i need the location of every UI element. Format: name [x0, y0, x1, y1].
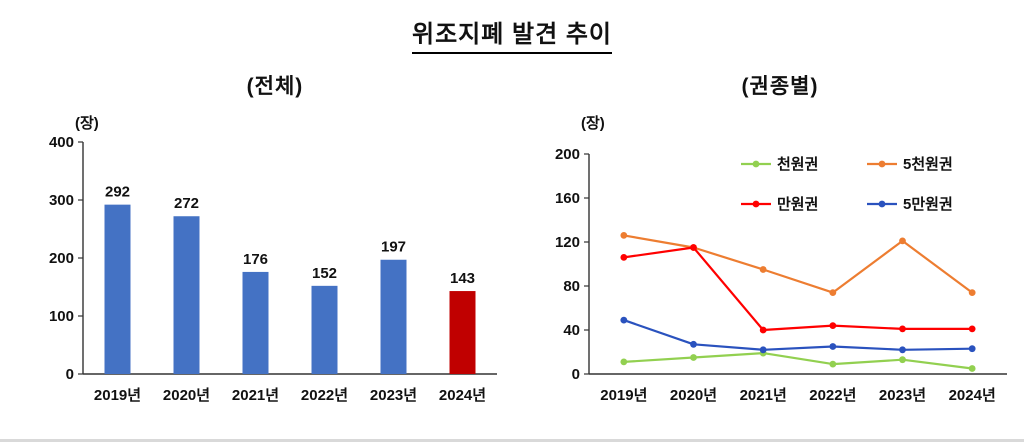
svg-text:200: 200	[49, 250, 74, 267]
svg-text:만원권: 만원권	[777, 195, 818, 213]
denomination-line-chart-container: (장) 0 40 80 120 160 200 2019년 2020년 2021년 2022년 202…	[545, 112, 1020, 430]
svg-text:197: 197	[381, 239, 406, 256]
svg-text:272: 272	[174, 195, 199, 212]
svg-text:143: 143	[450, 270, 475, 287]
total-bar-chart-container: (장) 0 100 200 300 400 292 2019년 272 2020년 176 2021년…	[35, 112, 515, 430]
svg-text:2021년: 2021년	[232, 387, 279, 404]
svg-text:152: 152	[312, 265, 337, 282]
svg-text:천원권: 천원권	[777, 155, 818, 173]
svg-text:2019년: 2019년	[600, 387, 647, 404]
line-chart-title: (권종별)	[741, 75, 819, 98]
svg-text:2020년: 2020년	[163, 387, 210, 404]
svg-text:2023년: 2023년	[370, 387, 417, 404]
total-bar-chart: (장) 0 100 200 300 400 292 2019년 272 2020년 176 2021년…	[49, 114, 497, 404]
svg-text:200: 200	[555, 146, 580, 163]
svg-text:2022년: 2022년	[301, 387, 348, 404]
svg-text:2024년: 2024년	[439, 387, 486, 404]
svg-text:160: 160	[555, 190, 580, 207]
svg-text:2019년: 2019년	[94, 387, 141, 404]
svg-text:0: 0	[66, 366, 74, 383]
svg-text:400: 400	[49, 134, 74, 151]
svg-text:5천원권: 5천원권	[903, 155, 953, 173]
svg-text:100: 100	[49, 308, 74, 325]
bar-chart-title: (전체)	[246, 75, 304, 98]
svg-text:120: 120	[555, 234, 580, 251]
svg-text:(장): (장)	[75, 114, 99, 132]
bottom-divider	[0, 439, 1024, 442]
svg-text:80: 80	[563, 278, 580, 295]
svg-text:5만원권: 5만원권	[903, 195, 953, 213]
denomination-line-chart: (장) 0 40 80 120 160 200 2019년 2020년 2021년 2022년 202…	[555, 114, 1007, 404]
svg-text:2021년: 2021년	[740, 387, 787, 404]
svg-text:176: 176	[243, 251, 268, 268]
svg-text:300: 300	[49, 192, 74, 209]
svg-text:40: 40	[563, 322, 580, 339]
page-title: 위조지폐 발견 추이	[0, 14, 1024, 54]
svg-text:(장): (장)	[581, 114, 605, 132]
page-title-text: 위조지폐 발견 추이	[412, 14, 612, 54]
svg-text:2023년: 2023년	[879, 387, 926, 404]
svg-text:0: 0	[572, 366, 580, 383]
svg-text:292: 292	[105, 184, 130, 201]
svg-text:2020년: 2020년	[670, 387, 717, 404]
svg-text:2024년: 2024년	[949, 387, 996, 404]
svg-text:2022년: 2022년	[809, 387, 856, 404]
